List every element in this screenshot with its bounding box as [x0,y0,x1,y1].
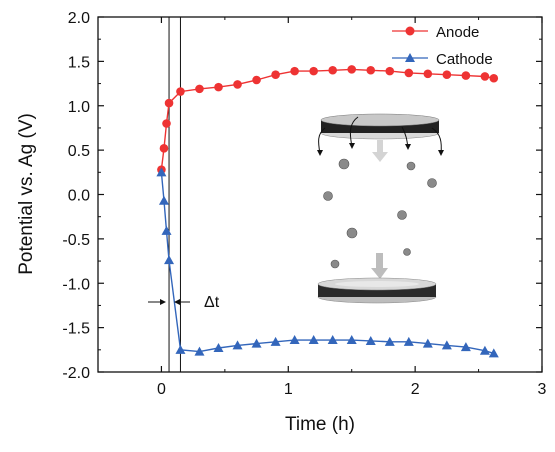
data-point [194,346,205,356]
data-point [365,335,376,345]
data-point [488,348,499,358]
x-tick-label: 3 [538,381,547,398]
data-point [271,70,280,79]
data-point [176,87,185,96]
delta-t-annotation: Δt [148,294,220,311]
x-tick-labels: 0 1 2 3 [157,381,547,398]
data-point [479,345,490,355]
data-point [404,68,414,78]
data-point [289,335,300,345]
data-point [232,340,243,350]
data-point [366,65,376,75]
data-point [480,72,490,81]
y-tick-label: -1.5 [62,321,90,338]
data-point [442,70,452,79]
y-tick-label: 2.0 [68,10,90,27]
axis-ticks [97,16,543,373]
data-point [270,336,281,346]
data-point [251,338,262,348]
series-group [156,65,499,358]
data-point [158,195,169,205]
data-point [461,71,471,80]
data-point [422,338,433,348]
data-point [489,73,499,83]
y-tick-label: -2.0 [62,365,90,382]
data-point [460,342,471,352]
data-point [346,335,357,345]
data-point [162,119,171,128]
cell-schematic-illustration [317,113,444,304]
legend-label-anode: Anode [436,24,479,41]
data-point [195,84,204,94]
y-tick-label: -0.5 [62,232,90,249]
data-point [161,225,172,235]
x-axis-label: Time (h) [285,414,355,435]
data-point [308,335,319,345]
reference-lines [168,17,181,372]
data-point [309,66,318,76]
data-point [327,335,338,345]
series-cathode [156,167,499,358]
data-point [423,69,433,79]
data-point [156,167,167,177]
series-anode [157,65,499,174]
y-tick-label: -1.0 [62,276,90,293]
y-tick-label: 0.0 [68,188,90,205]
data-point [385,66,395,76]
data-point [384,336,395,346]
y-tick-label: 0.5 [68,143,90,160]
legend: Anode Cathode [392,24,493,68]
x-tick-label: 0 [157,381,166,398]
series-line [160,68,494,170]
data-point [347,65,357,74]
y-tick-label: 1.5 [68,54,90,71]
data-point [441,340,452,350]
data-point [159,144,169,153]
x-tick-label: 2 [411,381,420,398]
data-point [328,65,337,75]
y-axis-label: Potential vs. Ag (V) [16,113,37,275]
data-point [403,336,414,346]
data-point [214,82,223,92]
y-tick-labels: -2.0 -1.5 -1.0 -0.5 0.0 0.5 1.0 1.5 2.0 [62,10,90,382]
data-point [164,255,175,265]
x-tick-label: 1 [284,381,293,398]
data-point [213,343,224,353]
data-point [233,80,242,89]
data-point [252,75,261,85]
legend-label-cathode: Cathode [436,51,493,68]
series-line [160,172,495,355]
data-point [164,98,174,108]
data-point [175,344,186,354]
y-tick-label: 1.0 [68,99,90,116]
data-point [290,66,299,76]
delta-t-label: Δt [204,294,220,311]
